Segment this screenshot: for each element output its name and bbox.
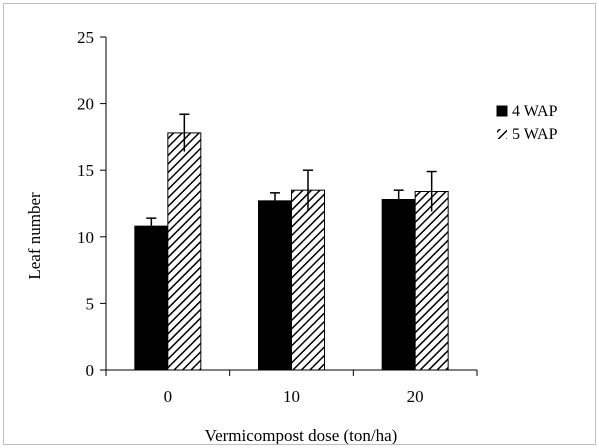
bar-4wap-10 (258, 200, 292, 371)
x-tick-label: 10 (283, 387, 300, 406)
legend-label: 4 WAP (512, 103, 558, 120)
y-axis-title: Leaf number (25, 192, 44, 280)
bar-4wap-20 (381, 199, 416, 371)
y-tick-label: 5 (86, 294, 95, 313)
bars (134, 132, 449, 371)
y-tick-label: 25 (77, 28, 94, 47)
bar-5wap-10 (291, 189, 325, 371)
x-axis: 0 10 20 (105, 369, 478, 406)
legend-label: 5 WAP (512, 126, 558, 143)
y-axis: 0 5 10 15 20 25 (77, 28, 107, 380)
x-tick-label: 20 (407, 387, 424, 406)
legend-swatch (496, 105, 508, 117)
bar-5wap-20 (414, 191, 449, 371)
legend: 4 WAP 5 WAP (496, 103, 558, 143)
y-tick-label: 10 (77, 228, 94, 247)
legend-swatch (497, 129, 507, 139)
bar-4wap-0 (134, 225, 169, 371)
x-tick-label: 0 (164, 387, 173, 406)
x-axis-title: Vermicompost dose (ton/ha) (205, 426, 398, 445)
bar-5wap-0 (167, 132, 202, 371)
y-tick-label: 20 (77, 95, 94, 114)
error-bars (146, 113, 437, 235)
y-tick-label: 15 (77, 161, 94, 180)
y-tick-label: 0 (86, 361, 95, 380)
